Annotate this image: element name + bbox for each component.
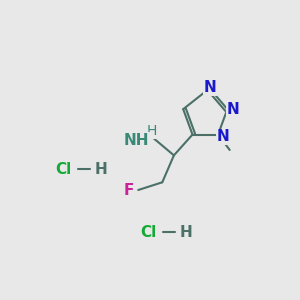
Text: N: N <box>217 129 230 144</box>
Text: F: F <box>124 183 134 198</box>
Text: H: H <box>180 225 193 240</box>
Text: Cl: Cl <box>141 225 157 240</box>
Text: H: H <box>147 124 158 139</box>
Text: Cl: Cl <box>55 162 72 177</box>
Text: N: N <box>204 80 217 95</box>
Text: NH: NH <box>124 133 149 148</box>
Text: N: N <box>226 102 239 117</box>
Text: H: H <box>95 162 108 177</box>
